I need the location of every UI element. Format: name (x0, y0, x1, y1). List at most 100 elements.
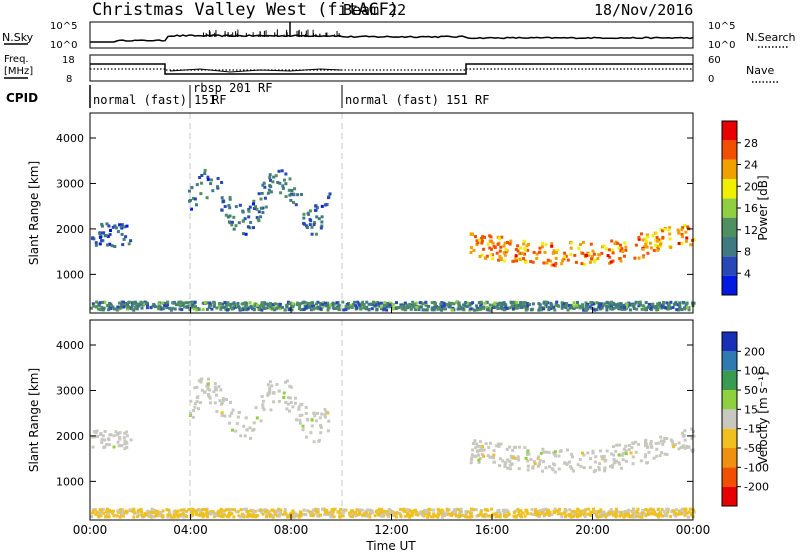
echo-cell (94, 241, 98, 245)
echo-cell (589, 301, 593, 305)
echo-cell (291, 305, 295, 309)
nsky-label: N.Sky (2, 31, 34, 44)
echo-cell (597, 253, 601, 257)
echo-cell (645, 513, 649, 516)
echo-cell (485, 301, 489, 305)
echo-cell (579, 509, 583, 513)
echo-cell (117, 301, 121, 305)
echo-cell (656, 248, 660, 252)
echo-cell (655, 244, 659, 248)
echo-cell (680, 308, 684, 312)
colorbar-swatch (722, 351, 737, 371)
echo-cell (389, 305, 393, 309)
echo-cell (197, 307, 201, 311)
echo-cell (145, 306, 149, 310)
echo-cell (469, 307, 473, 311)
echo-cell (598, 515, 602, 519)
echo-cell (278, 181, 282, 185)
echo-cell (96, 434, 100, 438)
echo-cell (553, 463, 557, 467)
echo-cell (510, 456, 514, 460)
echo-cell (465, 305, 469, 309)
echo-cell (269, 190, 273, 194)
echo-cell (660, 451, 664, 454)
echo-cell (538, 246, 542, 250)
echo-cell (440, 508, 444, 512)
echo-cell (458, 509, 462, 513)
echo-cell (301, 301, 305, 305)
echo-cell (581, 451, 584, 455)
echo-cell (212, 304, 216, 308)
echo-cell (182, 508, 186, 512)
echo-cell (222, 305, 226, 309)
echo-cell (646, 251, 650, 255)
echo-cell (498, 249, 502, 253)
echo-cell (614, 449, 618, 453)
echo-cell (320, 412, 324, 416)
echo-cell (476, 444, 480, 448)
echo-cell (681, 301, 685, 305)
echo-cell (220, 413, 224, 417)
echo-cell (556, 304, 559, 307)
echo-cell (244, 416, 248, 420)
echo-cell (488, 246, 492, 250)
x-tick-label: 00:00 (676, 523, 711, 537)
echo-cell (123, 442, 127, 446)
echo-cell (151, 304, 155, 308)
echo-cell (275, 510, 279, 514)
echo-cell (191, 300, 195, 304)
echo-cell (569, 246, 573, 250)
echo-cell (522, 242, 526, 246)
echo-cell (119, 444, 123, 448)
echo-cell (266, 191, 270, 195)
echo-cell (643, 455, 647, 459)
echo-cell (647, 450, 651, 454)
echo-cell (569, 303, 573, 307)
echo-cell (306, 509, 310, 513)
echo-cell (464, 301, 468, 304)
echo-cell (574, 260, 578, 264)
echo-cell (597, 510, 601, 514)
echo-cell (193, 405, 197, 409)
echo-cell (251, 428, 255, 432)
echo-cell (179, 300, 183, 304)
echo-cell (224, 213, 228, 217)
echo-cell (538, 462, 541, 466)
echo-cell (91, 445, 95, 449)
echo-cell (649, 306, 652, 310)
echo-cell (181, 512, 185, 516)
echo-cell (512, 300, 516, 304)
echo-cell (108, 508, 112, 512)
echo-cell (136, 511, 140, 515)
echo-cell (612, 461, 616, 465)
echo-cell (185, 509, 189, 513)
echo-cell (237, 514, 241, 518)
echo-cell (623, 241, 627, 245)
echo-cell (142, 514, 146, 518)
echo-cell (496, 307, 500, 311)
colorbar-tick-label: 20 (744, 180, 758, 193)
echo-cell (227, 515, 231, 519)
echo-cell (103, 445, 107, 449)
echo-cell (304, 305, 308, 309)
echo-cell (490, 247, 493, 251)
echo-cell (163, 304, 167, 308)
echo-cell (269, 178, 272, 182)
echo-cell (214, 387, 218, 391)
echo-cell (99, 514, 103, 518)
echo-cell (411, 300, 415, 304)
echo-cell (173, 307, 177, 311)
echo-cell (600, 306, 604, 310)
echo-cell (223, 414, 227, 418)
echo-cell (467, 303, 471, 307)
echo-cell (648, 241, 652, 245)
echo-cell (324, 203, 328, 207)
echo-cell (487, 445, 491, 449)
echo-cell (199, 181, 203, 185)
cpid-segment-1: normal (fast) 151 (93, 93, 216, 107)
echo-cell (618, 514, 622, 518)
echo-cell (268, 389, 272, 392)
echo-cell (483, 235, 486, 239)
echo-cell (317, 217, 321, 221)
echo-cell (111, 509, 115, 513)
